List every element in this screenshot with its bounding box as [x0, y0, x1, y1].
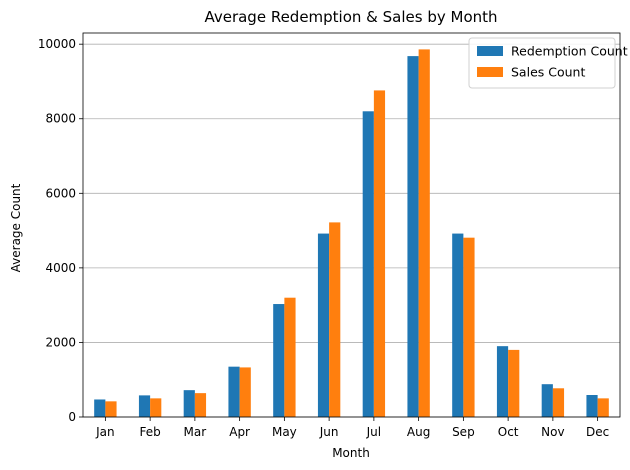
- bar-sales-oct: [508, 349, 520, 417]
- y-tick-label: 0: [68, 410, 76, 424]
- bar-sales-aug: [418, 49, 430, 418]
- bar-sales-sep: [463, 237, 475, 417]
- legend-swatch: [477, 67, 503, 77]
- bar-redemption-oct: [496, 346, 509, 417]
- bar-sales-feb: [150, 398, 162, 417]
- axes: 0 2000 4000 6000 8000 10000 Jan Feb Mar Apr May Jun…: [38, 32, 621, 439]
- gridlines: [83, 43, 620, 418]
- x-tick-label: Jun: [319, 425, 339, 439]
- y-tick-label: 6000: [45, 186, 76, 200]
- x-tick-label: Oct: [498, 425, 519, 439]
- bars: [94, 49, 609, 418]
- legend-box: [468, 37, 616, 89]
- legend-label: Redemption Count: [511, 44, 628, 59]
- bar-sales-jun: [329, 222, 341, 417]
- x-tick-label: Jan: [95, 425, 115, 439]
- y-tick-label: 8000: [45, 112, 76, 126]
- bar-redemption-jul: [362, 111, 374, 417]
- legend: Redemption Count Sales Count: [468, 37, 628, 89]
- chart-title: Average Redemption & Sales by Month: [204, 8, 497, 26]
- x-tick-label: Apr: [229, 425, 250, 439]
- y-tick-label: 10000: [38, 37, 76, 51]
- bar-sales-jan: [105, 401, 117, 417]
- bar-redemption-sep: [452, 233, 464, 417]
- bar-sales-nov: [552, 388, 565, 417]
- bar-redemption-mar: [183, 390, 195, 417]
- x-tick-label: Mar: [184, 425, 207, 439]
- y-axis-label: Average Count: [9, 183, 23, 272]
- y-tick-label: 2000: [45, 335, 76, 349]
- y-tick-label: 4000: [45, 261, 76, 275]
- x-tick-label: Jul: [366, 425, 381, 439]
- x-tick-label: Feb: [140, 425, 161, 439]
- x-tick-label: Dec: [586, 425, 609, 439]
- x-tick-label: Aug: [407, 425, 430, 439]
- bar-redemption-jun: [317, 233, 330, 417]
- x-tick-label: Nov: [541, 425, 564, 439]
- bar-redemption-dec: [586, 395, 598, 417]
- plot-frame: [82, 32, 621, 418]
- bar-sales-may: [284, 297, 296, 417]
- bar-sales-apr: [239, 367, 251, 417]
- legend-label: Sales Count: [511, 65, 585, 80]
- x-axis-label: Month: [332, 446, 370, 460]
- x-tick-label: Sep: [452, 425, 475, 439]
- bar-redemption-aug: [407, 56, 419, 417]
- bar-redemption-nov: [541, 384, 553, 417]
- bar-redemption-feb: [138, 395, 151, 417]
- bar-redemption-may: [273, 304, 285, 417]
- bar-sales-jul: [373, 90, 386, 418]
- bar-redemption-apr: [228, 366, 240, 417]
- bar-redemption-jan: [94, 399, 106, 417]
- bar-sales-mar: [194, 393, 207, 417]
- legend-swatch: [477, 46, 503, 56]
- bar-sales-dec: [597, 398, 609, 417]
- x-tick-label: May: [272, 425, 297, 439]
